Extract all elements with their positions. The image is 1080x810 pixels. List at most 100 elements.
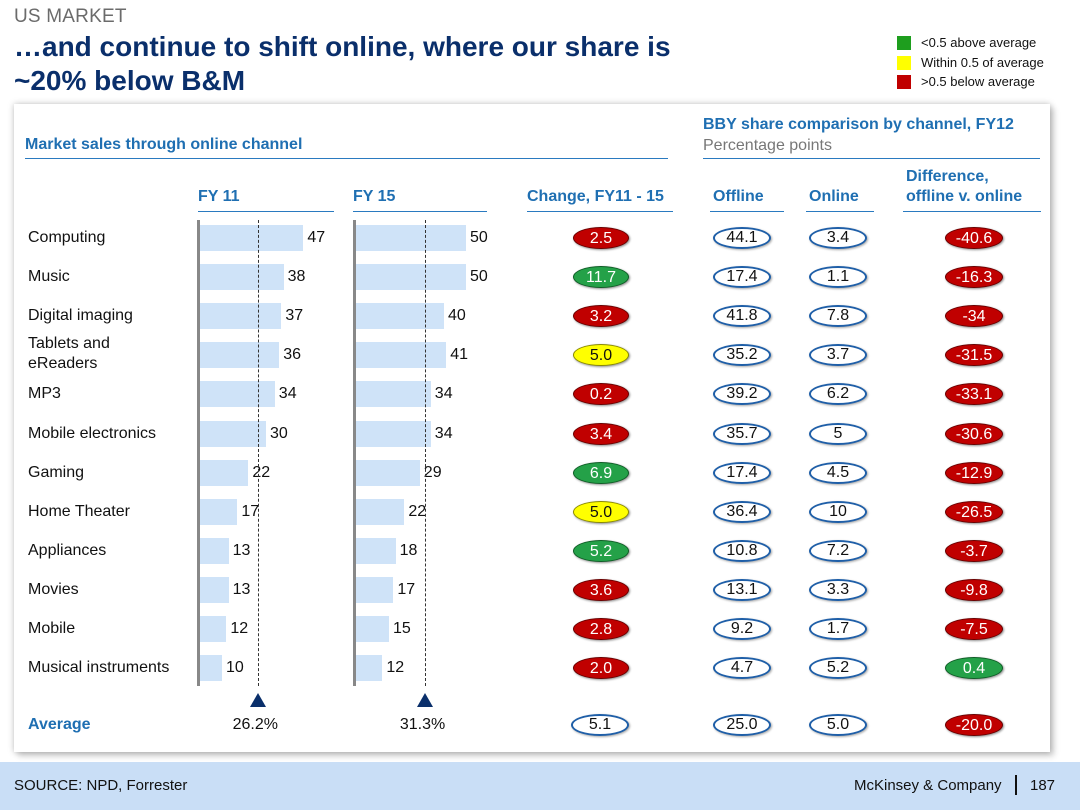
fy15-bar [356,655,383,682]
chart-panel [14,104,1050,752]
difference-pill: -34 [945,305,1003,328]
fy15-value: 50 [470,268,488,286]
fy11-average-line [257,220,259,686]
online-pill: 3.3 [809,578,867,601]
legend-label: <0.5 above average [921,35,1037,50]
category-label: Movies [28,580,79,598]
category-label: Home Theater [28,502,130,520]
fy15-bar [356,225,466,251]
col-header-offline: Offline [713,188,764,205]
category-label: Mobile [28,620,76,637]
fy11-value: 47 [307,229,326,246]
offline-pill: 17.4 [713,266,771,289]
fy11-bar [200,459,249,486]
fy11-value: 38 [287,268,306,286]
legend-swatch-green [897,36,911,50]
fy11-value: 34 [278,385,297,403]
change-pill: 6.9 [573,461,629,484]
online-pill: 1.7 [809,618,867,640]
fy15-bar [356,459,420,486]
category-label: Musical instruments [28,659,170,677]
change-pill: 5.0 [573,344,629,367]
fy11-value: 36 [283,346,301,364]
fy11-bar [200,537,229,564]
online-pill: 6.2 [809,383,867,406]
average-online-pill: 5.0 [809,714,867,736]
fy15-bar [356,616,389,642]
category-label: Appliances [28,541,107,559]
legend-swatch-yellow [897,56,911,70]
offline-pill: 35.2 [713,344,771,367]
col-header-change: Change, FY11 - 15 [527,188,664,205]
legend-swatch-red [897,75,911,89]
change-pill: 3.6 [573,578,629,601]
fy11-bar [200,655,222,682]
change-pill: 2.5 [573,227,629,249]
online-pill: 4.5 [809,461,867,484]
offline-pill: 10.8 [713,539,771,562]
fy15-bar [356,420,431,447]
change-pill: 5.0 [573,500,629,523]
average-change-pill: 5.1 [571,714,629,736]
online-pill: 5 [809,422,867,445]
offline-pill: 17.4 [713,461,771,484]
fy15-value: 12 [386,659,405,677]
fy15-bar [356,342,447,369]
fy15-average-line [424,220,426,686]
fy15-axis [353,220,356,686]
fy11-bar [200,381,275,408]
change-pill: 0.2 [573,383,629,406]
online-pill: 1.1 [809,266,867,289]
col-header-difference: Difference, [906,168,989,185]
fy11-bar [200,264,284,291]
offline-pill: 13.1 [713,578,771,601]
online-pill: 7.2 [809,539,867,562]
fy15-average-value: 31.3% [399,716,446,733]
fy11-bar [200,576,229,603]
col-header-rule [903,211,1041,212]
right-section-rule [703,158,1040,159]
category-label: MP3 [28,385,61,403]
fy11-bar [200,498,238,525]
fy11-average-marker [249,693,266,707]
difference-pill: -12.9 [945,461,1003,484]
footer-bar [0,762,1080,810]
difference-pill: -16.3 [945,266,1003,289]
fy15-value: 17 [397,580,416,598]
left-section-rule [25,158,668,159]
fy15-value: 41 [450,346,468,364]
category-label: Gaming [28,463,85,481]
fy15-value: 34 [434,385,453,403]
fy11-value: 10 [226,659,244,677]
fy15-bar [356,576,394,603]
fy11-value: 13 [232,580,251,598]
col-header-online: Online [809,188,859,205]
col-header-fy11: FY 11 [198,188,240,205]
fy15-value: 50 [470,229,488,246]
fy15-value: 22 [408,502,427,520]
category-label: Computing [28,229,106,246]
category-label: Mobile electronics [28,424,157,442]
fy11-bar [200,303,282,330]
fy15-bar [356,537,396,564]
fy15-bar [356,303,444,330]
left-section-title: Market sales through online channel [25,136,303,153]
fy15-bar [356,264,466,291]
fy11-bar [200,342,280,369]
fy15-average-marker [416,693,433,707]
difference-pill: -40.6 [945,227,1003,249]
col-header-rule [353,211,487,212]
col-header-rule [527,211,673,212]
offline-pill: 39.2 [713,383,771,406]
page-title: …and continue to shift online, where our… [14,31,671,96]
fy11-value: 37 [285,307,304,325]
fy11-axis [197,220,200,686]
fy15-value: 34 [434,424,453,442]
category-label: Digital imaging [28,307,133,325]
fy15-value: 29 [423,463,442,481]
fy15-value: 15 [393,620,411,637]
difference-pill: -31.5 [945,344,1003,367]
online-pill: 3.7 [809,344,867,367]
offline-pill: 9.2 [713,618,771,640]
fy15-bar [356,381,431,408]
